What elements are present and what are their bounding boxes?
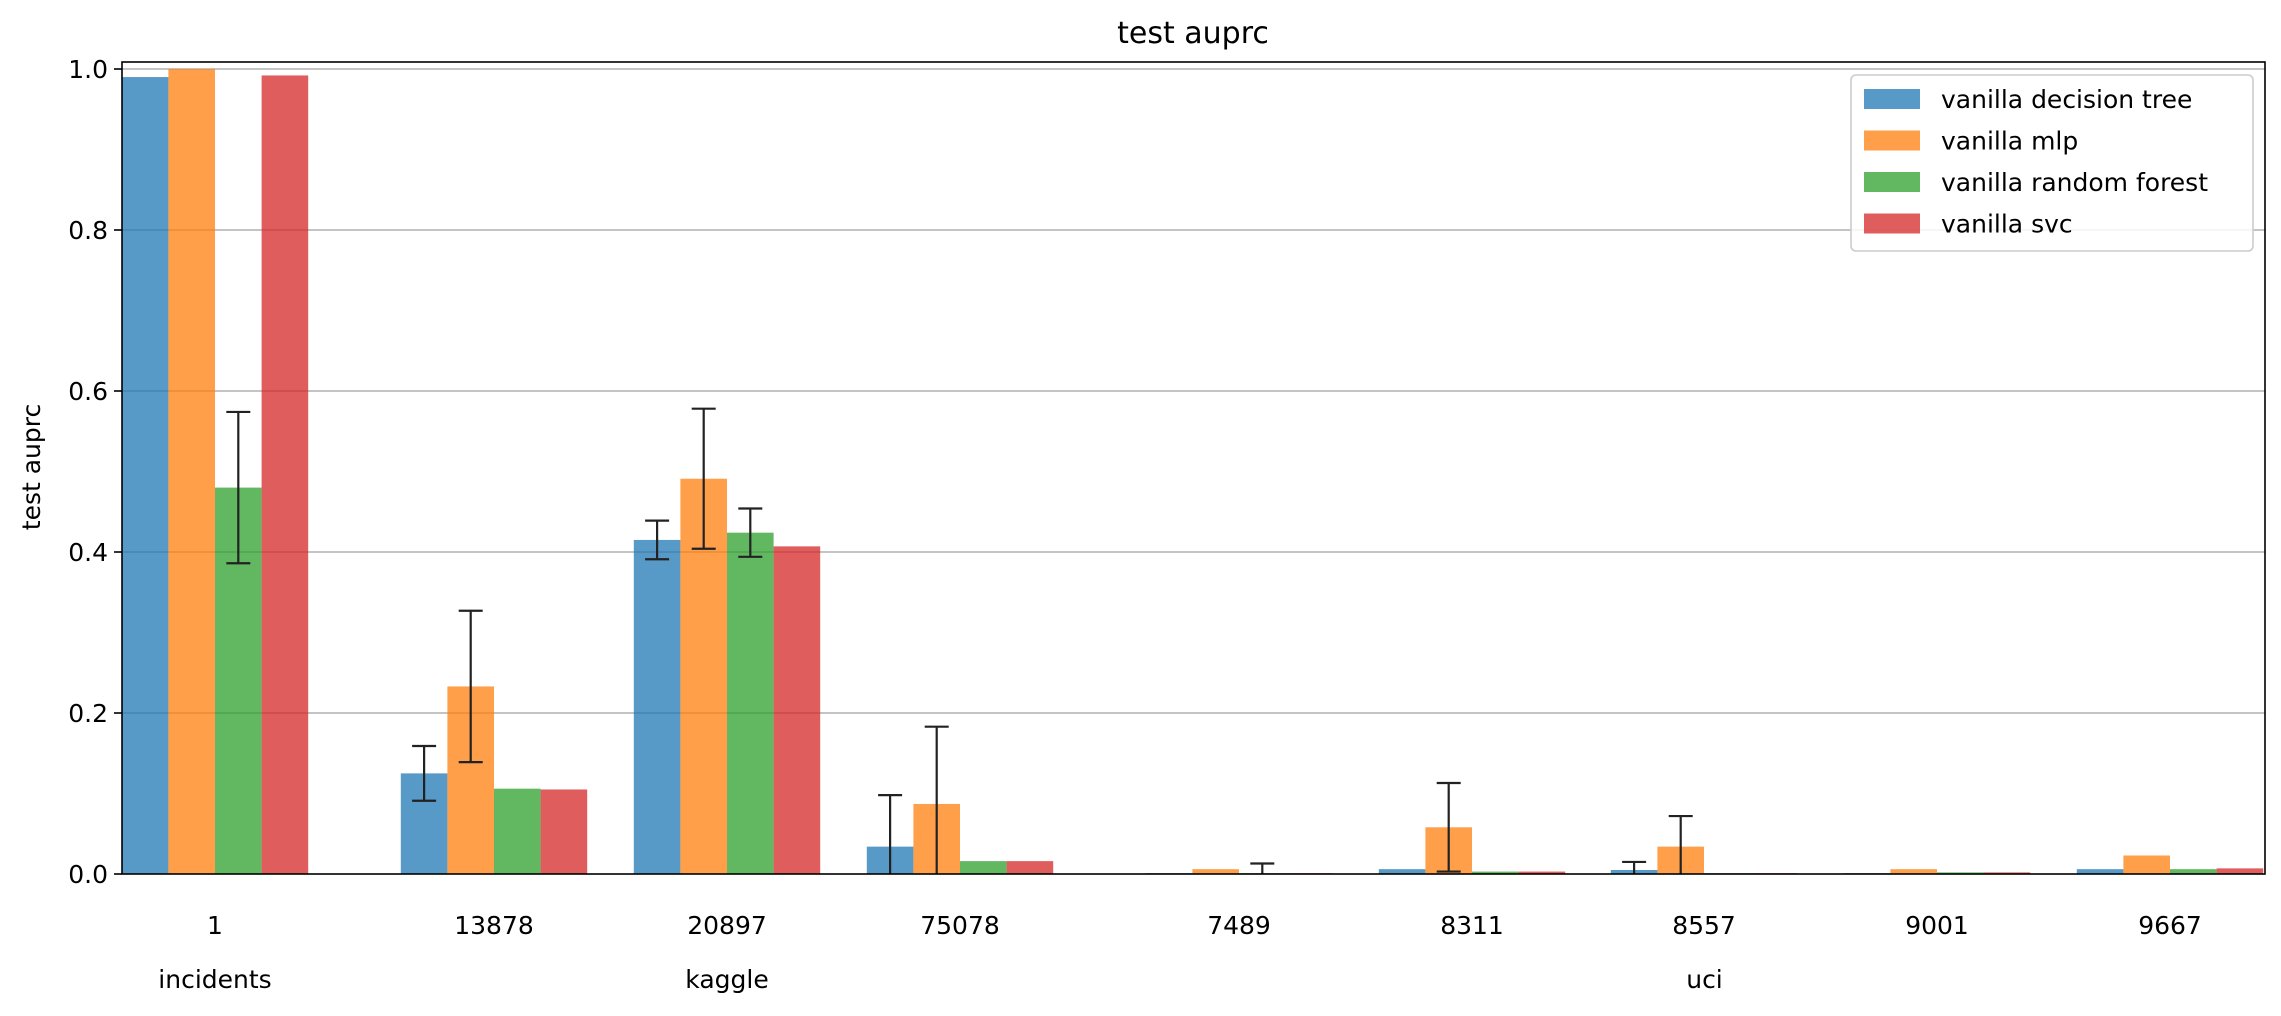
bar bbox=[727, 532, 774, 874]
legend-box bbox=[1850, 74, 2254, 252]
bar bbox=[1472, 871, 1519, 874]
legend-swatch bbox=[1864, 130, 1920, 151]
legend-swatch bbox=[1864, 172, 1920, 192]
bar bbox=[1192, 869, 1239, 874]
y-tick-label: 0.0 bbox=[68, 860, 108, 889]
legend: vanilla decision tree vanilla mlp vanilla … bbox=[1850, 74, 2254, 252]
plot-frame bbox=[121, 61, 2266, 875]
x-group-label: incidents bbox=[158, 965, 271, 994]
legend-swatch bbox=[1864, 89, 1920, 109]
legend-label: vanilla random forest bbox=[1941, 168, 2208, 197]
x-group-label: kaggle bbox=[685, 965, 768, 994]
y-axis-label: test auprc bbox=[17, 404, 46, 530]
chart-title: test auprc bbox=[1117, 16, 1269, 51]
y-axis: 0.0 0.2 0.4 0.6 0.8 1.0 bbox=[68, 55, 122, 889]
bar bbox=[494, 788, 541, 874]
y-tick-label: 0.4 bbox=[68, 538, 108, 567]
x-tick-label: 7489 bbox=[1207, 911, 1271, 940]
bar bbox=[261, 75, 309, 874]
x-group-label: uci bbox=[1686, 965, 1723, 994]
legend-label: vanilla svc bbox=[1941, 210, 2073, 239]
bar bbox=[1006, 861, 1054, 874]
legend-label: vanilla mlp bbox=[1941, 127, 2078, 156]
x-tick-label: 75078 bbox=[920, 911, 1000, 940]
bar bbox=[960, 861, 1007, 874]
bar bbox=[1518, 871, 1566, 874]
bar bbox=[2076, 869, 2124, 874]
y-tick-label: 1.0 bbox=[68, 55, 108, 84]
bar bbox=[2170, 869, 2217, 874]
legend-label: vanilla decision tree bbox=[1941, 85, 2192, 114]
y-tick-label: 0.8 bbox=[68, 216, 108, 245]
bar bbox=[633, 539, 681, 874]
bar bbox=[540, 789, 588, 874]
x-axis: 1 13878 20897 75078 7489 8311 8557 9001 9667 bbox=[207, 911, 2202, 940]
x-tick-label: 9667 bbox=[2138, 911, 2202, 940]
x-tick-label: 1 bbox=[207, 911, 223, 940]
bar bbox=[2216, 868, 2264, 874]
bar bbox=[1890, 869, 1937, 874]
x-tick-label: 20897 bbox=[687, 911, 767, 940]
error-bars bbox=[226, 407, 1693, 874]
y-tick-label: 0.2 bbox=[68, 699, 108, 728]
x-tick-label: 8557 bbox=[1672, 911, 1736, 940]
x-axis-groups: incidents kaggle uci bbox=[158, 965, 1722, 994]
x-tick-label: 9001 bbox=[1905, 911, 1969, 940]
legend-swatch bbox=[1864, 213, 1920, 234]
bar bbox=[1983, 872, 2031, 874]
bar bbox=[168, 69, 215, 874]
bar bbox=[1378, 869, 1426, 874]
bar bbox=[1937, 872, 1984, 874]
bar bbox=[2123, 855, 2170, 874]
bar bbox=[121, 77, 169, 875]
x-tick-label: 8311 bbox=[1440, 911, 1504, 940]
y-tick-label: 0.6 bbox=[68, 377, 108, 406]
bar bbox=[773, 546, 821, 874]
x-tick-label: 13878 bbox=[454, 911, 534, 940]
